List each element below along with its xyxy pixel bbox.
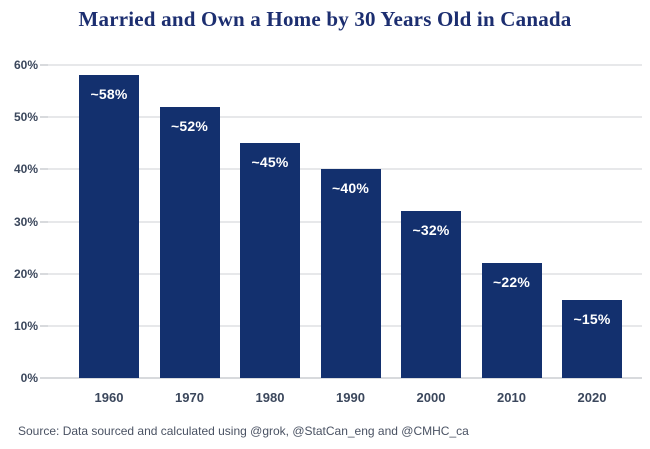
chart-title: Married and Own a Home by 30 Years Old i…	[78, 7, 572, 31]
y-axis-tick	[40, 272, 48, 275]
y-axis-tick	[40, 220, 48, 223]
bar-value-label: ~45%	[251, 154, 289, 171]
x-axis-tick-label: 1980	[255, 390, 285, 405]
x-axis-tick-label: 2020	[577, 390, 607, 405]
bar-1970: ~52%	[159, 106, 220, 378]
bar-value-label: ~58%	[90, 86, 128, 103]
x-axis-line	[48, 377, 642, 379]
y-axis-tick	[40, 377, 48, 379]
x-axis-tick-label: 1970	[175, 390, 204, 405]
y-axis-tick-label: 50%	[13, 110, 38, 125]
gridline	[48, 64, 642, 66]
x-axis-tick-label: 1960	[94, 390, 124, 405]
bar-1980: ~45%	[240, 143, 300, 378]
bar-value-label: ~40%	[332, 180, 369, 197]
x-axis-tick-label: 2000	[416, 390, 446, 405]
x-axis-tick-label: 1990	[336, 390, 365, 405]
y-axis-tick	[40, 324, 48, 327]
y-axis-tick-label: 40%	[13, 162, 38, 177]
y-axis-tick	[40, 116, 48, 119]
y-axis-tick-label: 0%	[20, 371, 38, 385]
bar-value-label: ~22%	[493, 274, 530, 291]
bar-2000: ~32%	[401, 211, 461, 378]
x-axis-tick-label: 2010	[497, 390, 526, 405]
bar-1960: ~58%	[79, 75, 139, 378]
bar-value-label: ~52%	[171, 117, 208, 134]
y-axis-tick-label: 10%	[13, 318, 38, 333]
y-axis-tick	[40, 168, 48, 171]
y-axis-tick-label: 60%	[13, 58, 38, 72]
source-note: Source: Data sourced and calculated usin…	[18, 424, 469, 438]
bar-value-label: ~32%	[412, 222, 450, 239]
y-axis-tick	[40, 64, 48, 66]
plot-area: 0% 10% 20% 30% 40% 50% 60% ~58% 1960 ~52% 1970 ~45%…	[14, 58, 642, 405]
bar-2010: ~22%	[481, 263, 542, 378]
bar-1990: ~40%	[320, 169, 381, 378]
y-axis-tick-label: 30%	[13, 214, 38, 229]
y-axis-tick-label: 20%	[13, 266, 38, 281]
bar-value-label: ~15%	[573, 310, 611, 327]
gridline	[48, 116, 642, 119]
bar-2020: ~15%	[562, 299, 622, 378]
